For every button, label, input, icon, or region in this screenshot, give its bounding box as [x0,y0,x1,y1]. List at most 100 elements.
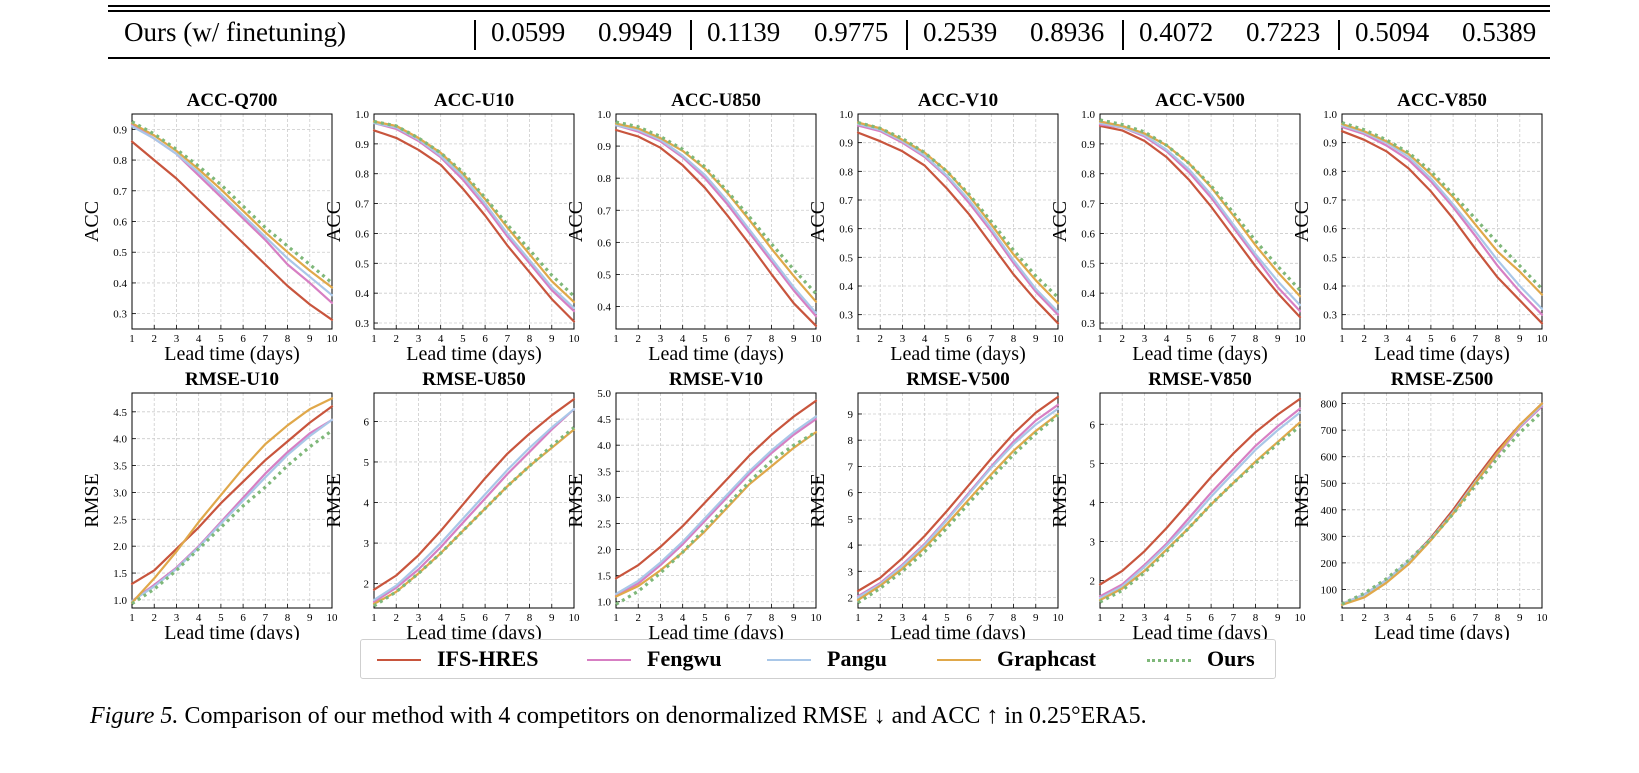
legend-label: Pangu [827,646,887,671]
series-line-ours [373,119,576,298]
chart-panel: 1 2 3 4 5 6 7 8 9 10 1.0 1.5 2.0 2.5 3.0 3.5 4.0 4.5 5.0 RM… [565,369,822,640]
table-cell: 0.4072 [1139,17,1214,47]
x-tick-label: 8 [527,612,533,624]
y-tick-label: 0.5 [597,269,611,281]
series-line-pangu [1340,124,1544,310]
legend-label: Fengwu [647,646,722,671]
series-line-pangu [130,418,334,603]
y-axis-label: ACC [81,201,103,242]
x-tick-label: 1 [613,612,619,624]
x-tick-label: 2 [393,612,399,624]
x-tick-label: 2 [393,333,399,345]
chart-title: RMSE-U10 [185,369,279,390]
series-line-ifs-hres [1340,130,1544,325]
table-rule-double [108,10,1550,12]
x-tick-label: 9 [1033,333,1039,345]
x-axis-label: Lead time (days) [1132,343,1268,365]
x-tick-label: 2 [151,612,157,624]
x-tick-label: 8 [1011,333,1017,345]
x-tick-label: 2 [151,333,157,345]
y-tick-label: 9 [848,409,854,421]
series-line-pangu [614,124,818,315]
legend-swatch [767,659,811,661]
y-tick-label: 0.5 [1323,252,1337,264]
y-tick-label: 5.0 [597,388,611,400]
y-tick-label: 4 [364,498,370,510]
x-tick-label: 10 [569,333,581,345]
y-tick-label: 0.3 [113,309,127,321]
x-tick-label: 4 [438,333,444,345]
series-line-graphcast [614,431,818,598]
x-tick-label: 4 [196,612,202,624]
x-tick-label: 7 [747,333,753,345]
table-cell: 0.8936 [1030,17,1105,47]
y-tick-label: 200 [1321,558,1338,570]
y-tick-label: 0.7 [113,186,127,198]
x-tick-label: 3 [658,612,664,624]
y-tick-label: 6 [1090,419,1096,431]
results-table-row: Ours (w/ finetuning) 0.0599 0.9949 0.113… [108,0,1550,62]
chart-title: RMSE-V850 [1148,369,1251,390]
x-tick-label: 5 [1186,333,1192,345]
y-tick-label: 0.9 [355,139,369,151]
x-tick-label: 9 [1275,612,1281,624]
plot-frame [1341,113,1543,330]
x-axis-label: Lead time (days) [1374,622,1510,640]
y-tick-label: 1.0 [113,595,127,607]
table-row-label: Ours (w/ finetuning) [124,17,346,47]
caption-text: Comparison of our method with 4 competit… [184,703,1147,729]
series-line-ifs-hres [1098,124,1302,319]
x-tick-label: 5 [1186,612,1192,624]
x-tick-label: 6 [240,612,246,624]
x-tick-label: 8 [1011,612,1017,624]
y-tick-label: 0.9 [597,141,611,153]
series-line-ours [615,120,818,295]
x-tick-label: 8 [285,612,291,624]
series-line-ours [1099,118,1302,292]
y-tick-label: 0.8 [1323,166,1337,178]
x-tick-label: 9 [307,333,313,345]
x-tick-label: 7 [747,612,753,624]
x-tick-label: 3 [1384,333,1390,345]
y-tick-label: 0.6 [839,224,853,236]
x-tick-label: 3 [900,612,906,624]
x-tick-label: 10 [327,333,339,345]
series-line-pangu [1098,411,1302,600]
y-tick-label: 7 [848,461,854,473]
table-cell: 0.9775 [814,17,889,47]
y-axis-label: RMSE [1049,473,1071,527]
y-tick-label: 5 [848,514,854,526]
chart-title: ACC-V850 [1397,90,1487,111]
series-line-graphcast [1340,402,1544,606]
x-tick-label: 2 [635,333,641,345]
x-tick-label: 2 [877,333,883,345]
x-tick-label: 2 [1361,612,1367,624]
y-tick-label: 2.5 [113,514,127,526]
y-tick-label: 2 [1090,576,1096,588]
series-line-fengwu [614,418,818,597]
chart-panel: 1 2 3 4 5 6 7 8 9 10 0.3 0.4 0.5 0.6 0.7 0.8 0.9 1.0 ACC-U… [323,90,580,365]
plot-frame [857,392,1059,609]
x-tick-label: 4 [922,612,928,624]
series-line-fengwu [372,408,576,604]
x-tick-label: 6 [482,333,488,345]
x-tick-label: 7 [1473,612,1479,624]
series-line-graphcast [372,120,576,304]
x-tick-label: 1 [129,612,135,624]
y-tick-label: 0.8 [597,173,611,185]
chart-panel: 1 2 3 4 5 6 7 8 9 10 0.3 0.4 0.5 0.6 0.7 0.8 0.9 1.0 ACC-V… [1049,90,1306,365]
x-tick-label: 4 [1164,333,1170,345]
caption-label: Figure 5. [90,703,179,729]
y-tick-label: 0.8 [355,169,369,181]
plot-frame [1099,113,1301,330]
y-tick-label: 6 [848,488,854,500]
x-tick-label: 1 [613,333,619,345]
x-tick-label: 5 [218,612,224,624]
x-tick-label: 7 [263,612,269,624]
y-tick-label: 0.4 [1081,288,1095,300]
x-tick-label: 10 [327,612,339,624]
y-tick-label: 4 [1090,497,1096,509]
y-tick-label: 1.5 [113,568,127,580]
x-tick-label: 9 [791,612,797,624]
